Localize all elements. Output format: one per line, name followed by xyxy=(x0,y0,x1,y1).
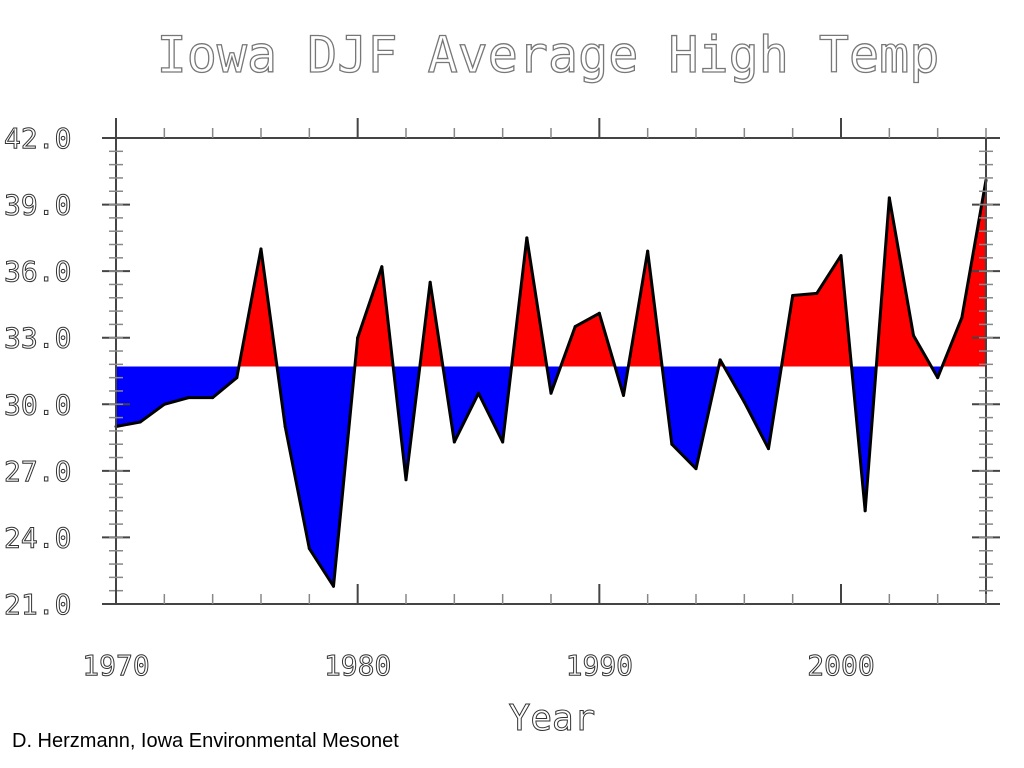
chart-title: Iowa DJF Average High Temp xyxy=(157,26,940,84)
y-tick-label: 39.0 xyxy=(4,189,71,222)
data-point-1989 xyxy=(573,325,577,329)
data-point-1980 xyxy=(356,336,360,340)
data-point-1994 xyxy=(694,467,698,471)
area-above-baseline xyxy=(116,180,986,367)
data-point-1990 xyxy=(597,311,601,315)
data-point-1985 xyxy=(477,391,480,395)
data-point-1981 xyxy=(380,265,384,269)
data-point-1971 xyxy=(138,420,142,424)
data-point-1995 xyxy=(718,358,722,362)
data-point-2004 xyxy=(936,376,940,380)
data-point-2005 xyxy=(960,316,964,320)
data-point-1973 xyxy=(187,396,190,400)
data-point-1986 xyxy=(501,440,505,444)
data-point-1976 xyxy=(259,247,263,251)
data-point-1998 xyxy=(791,294,795,298)
area-below-baseline xyxy=(116,366,986,587)
data-point-1992 xyxy=(646,249,650,253)
data-point-2003 xyxy=(912,333,915,337)
x-tick-label: 1970 xyxy=(82,649,149,682)
data-point-1972 xyxy=(162,402,166,406)
data-point-1987 xyxy=(525,236,529,240)
data-point-1977 xyxy=(283,424,287,428)
data-point-2001 xyxy=(863,509,867,513)
data-point-2000 xyxy=(839,254,843,258)
data-point-1983 xyxy=(428,280,432,284)
data-point-1999 xyxy=(815,291,819,295)
data-point-1979 xyxy=(332,584,335,588)
data-point-1978 xyxy=(307,547,311,551)
y-tick-label: 42.0 xyxy=(4,122,71,155)
data-point-1993 xyxy=(670,442,674,446)
data-point-2002 xyxy=(887,196,891,200)
data-point-1975 xyxy=(235,376,239,380)
y-tick-label: 30.0 xyxy=(4,388,71,421)
data-point-1996 xyxy=(742,400,746,404)
data-point-1997 xyxy=(767,447,770,451)
data-point-1988 xyxy=(549,391,553,395)
x-axis-label: Year xyxy=(509,698,596,739)
data-point-1991 xyxy=(622,393,625,397)
data-point-1982 xyxy=(404,478,408,482)
y-tick-label: 27.0 xyxy=(4,455,71,488)
x-tick-label: 2000 xyxy=(807,649,874,682)
x-tick-label: 1980 xyxy=(324,649,391,682)
x-tick-label: 1990 xyxy=(566,649,633,682)
y-tick-label: 24.0 xyxy=(4,521,71,554)
y-tick-label: 36.0 xyxy=(4,255,71,288)
y-tick-label: 21.0 xyxy=(4,588,71,621)
y-tick-label: 33.0 xyxy=(4,322,71,355)
data-point-1984 xyxy=(452,440,456,444)
data-point-1974 xyxy=(211,396,215,400)
credit-text: D. Herzmann, Iowa Environmental Mesonet xyxy=(12,730,399,752)
